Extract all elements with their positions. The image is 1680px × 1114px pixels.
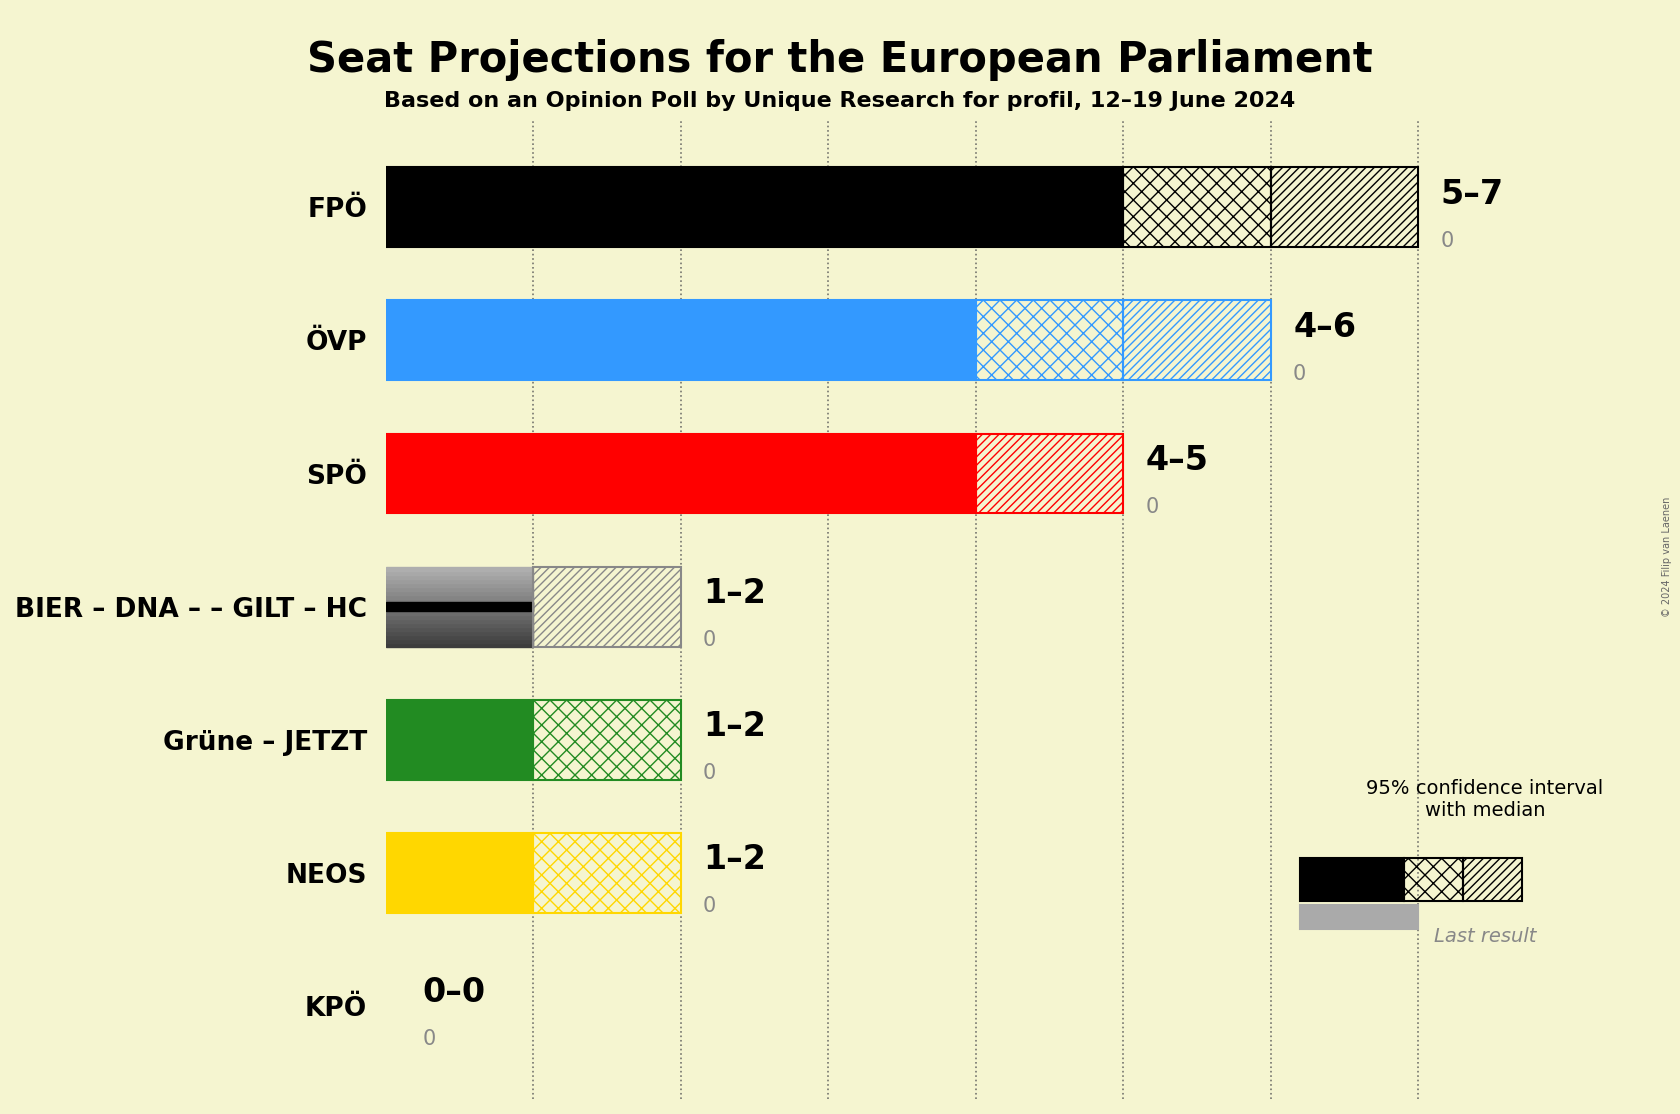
Bar — [386, 595, 533, 598]
Bar — [386, 610, 533, 615]
Bar — [1124, 301, 1272, 380]
Bar — [386, 643, 533, 646]
Bar — [1124, 167, 1272, 247]
Bar — [386, 700, 533, 780]
Text: 1–2: 1–2 — [702, 710, 766, 743]
Text: Last result: Last result — [1433, 927, 1536, 946]
Bar — [533, 700, 680, 780]
Text: 0–0: 0–0 — [423, 976, 486, 1009]
Text: Seat Projections for the European Parliament: Seat Projections for the European Parlia… — [307, 39, 1373, 81]
Bar — [386, 570, 533, 575]
Text: 1–2: 1–2 — [702, 843, 766, 876]
Bar — [386, 833, 533, 912]
Bar — [386, 301, 976, 380]
Bar — [1272, 167, 1418, 247]
Text: 0: 0 — [702, 896, 716, 916]
Bar — [386, 578, 533, 583]
Bar — [533, 833, 680, 912]
Text: © 2024 Filip van Laenen: © 2024 Filip van Laenen — [1662, 497, 1672, 617]
Text: 0: 0 — [1441, 231, 1453, 251]
Bar — [386, 433, 976, 514]
Text: 4–5: 4–5 — [1146, 443, 1208, 477]
Bar — [386, 598, 533, 603]
Bar — [1404, 858, 1463, 901]
Text: 0: 0 — [1294, 363, 1307, 383]
Bar — [386, 626, 533, 631]
Text: 4–6: 4–6 — [1294, 311, 1356, 343]
Bar — [976, 433, 1124, 514]
Bar — [386, 567, 533, 570]
Text: 5–7: 5–7 — [1441, 177, 1504, 211]
Bar — [386, 635, 533, 638]
Bar — [386, 618, 533, 623]
Bar — [386, 583, 533, 587]
Bar — [386, 587, 533, 590]
Bar — [386, 167, 1124, 247]
Bar — [386, 602, 533, 612]
Text: 95% confidence interval
with median: 95% confidence interval with median — [1366, 779, 1603, 820]
Bar — [1300, 905, 1418, 929]
Bar — [386, 607, 533, 610]
Text: 0: 0 — [702, 629, 716, 649]
Bar — [386, 603, 533, 607]
Text: 0: 0 — [702, 763, 716, 783]
Bar — [386, 623, 533, 626]
Bar — [533, 567, 680, 646]
Text: Based on an Opinion Poll by Unique Research for profil, 12–19 June 2024: Based on an Opinion Poll by Unique Resea… — [385, 91, 1295, 111]
Bar — [386, 631, 533, 635]
Bar — [386, 575, 533, 578]
Text: 1–2: 1–2 — [702, 577, 766, 609]
Bar — [976, 301, 1124, 380]
Text: 0: 0 — [1146, 497, 1159, 517]
Bar — [386, 638, 533, 643]
Bar — [386, 590, 533, 595]
Bar — [386, 615, 533, 618]
Text: 0: 0 — [423, 1029, 435, 1049]
Bar — [1300, 858, 1404, 901]
Bar — [1463, 858, 1522, 901]
